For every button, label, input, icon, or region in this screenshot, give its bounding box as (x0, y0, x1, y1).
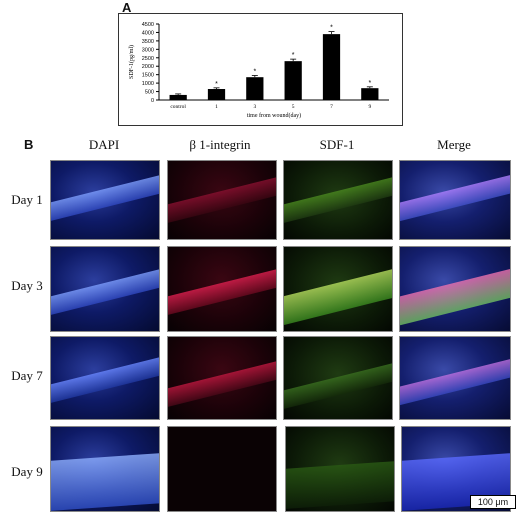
x-tick-label: 1 (215, 104, 218, 110)
y-tick-label: 4500 (142, 22, 154, 28)
micrograph-day3-sdf1 (283, 246, 393, 332)
y-tick-label: 3500 (142, 39, 154, 45)
bar (361, 88, 379, 100)
bar (322, 34, 341, 100)
significance-mark: * (368, 80, 371, 87)
column-header-integrin: β 1-integrin (189, 137, 251, 152)
micrograph-day9-integrin (167, 426, 277, 512)
micrograph-day7-dapi (50, 336, 160, 420)
micrograph-day1-sdf1 (283, 160, 393, 240)
column-header-dapi: DAPI (88, 137, 120, 152)
significance-mark: * (215, 81, 218, 88)
y-tick-label: 1500 (142, 73, 154, 79)
bar (169, 94, 187, 100)
significance-mark: * (330, 25, 333, 32)
micrograph-day3-integrin (167, 246, 277, 332)
x-tick-label: 7 (330, 104, 333, 110)
significance-mark: * (253, 69, 256, 76)
y-tick-label: 0 (151, 98, 154, 104)
x-tick-label: control (170, 104, 186, 110)
micrograph-day3-dapi (50, 246, 160, 332)
panel-b-label: B (24, 137, 34, 152)
row-label-day3: Day 3 (11, 278, 43, 293)
column-header-sdf1: SDF-1 (319, 137, 355, 152)
y-tick-label: 3000 (142, 47, 154, 53)
x-tick-label: 9 (368, 104, 371, 110)
micrograph-day9-dapi (50, 426, 160, 512)
micrograph-day1-integrin (167, 160, 277, 240)
bar (284, 61, 302, 100)
micrograph-day9-sdf1 (285, 426, 395, 512)
bar (207, 89, 226, 100)
bar (246, 77, 264, 100)
micrograph-day7-sdf1 (283, 336, 393, 420)
y-tick-label: 2500 (142, 56, 154, 62)
x-tick-label: 5 (292, 104, 295, 110)
row-label-day9: Day 9 (11, 464, 43, 479)
micrograph-day7-merge (399, 336, 511, 420)
bar-chart-svg: 0 500 1000 1500 2000 2500 3000 3500 4000 4500 SDF-… (128, 22, 389, 119)
x-axis-label: time from wound(day) (247, 112, 301, 119)
bar-chart: 0 500 1000 1500 2000 2500 3000 3500 4000 4500 SDF-… (118, 13, 403, 126)
x-tick-label: 3 (253, 104, 256, 110)
scale-bar: 100 μm (470, 495, 516, 509)
micrograph-day1-dapi (50, 160, 160, 240)
y-axis-label: SDF-1(pg/ml) (128, 45, 135, 79)
panel-a-label: A (122, 0, 132, 15)
column-header-merge: Merge (437, 137, 471, 152)
row-label-day7: Day 7 (11, 368, 43, 383)
y-tick-label: 1000 (142, 81, 154, 87)
micrograph-day7-integrin (167, 336, 277, 420)
row-label-day1: Day 1 (11, 192, 43, 207)
y-tick-label: 500 (145, 90, 154, 96)
y-tick-label: 4000 (142, 30, 154, 36)
significance-mark: * (292, 52, 295, 59)
micrograph-day3-merge (399, 246, 511, 332)
micrograph-day1-merge (399, 160, 511, 240)
y-tick-label: 2000 (142, 64, 154, 70)
